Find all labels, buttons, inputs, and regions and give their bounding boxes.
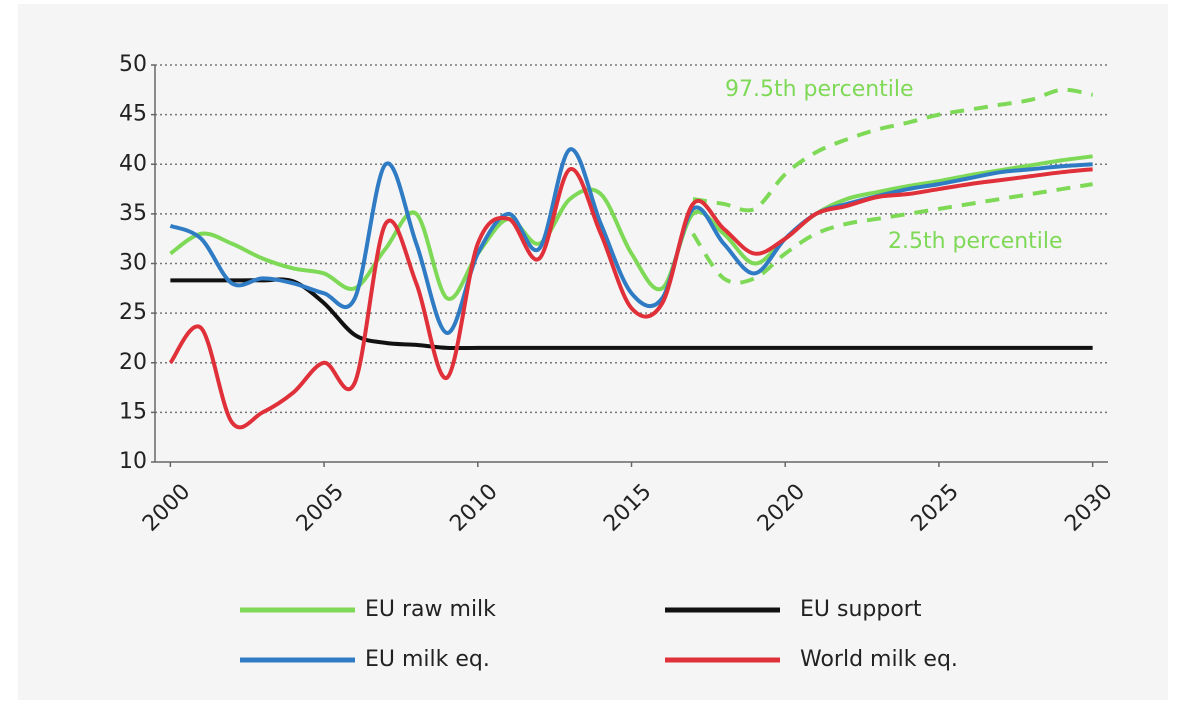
annotation: 2.5th percentile xyxy=(888,229,1063,254)
y-tick-label: 15 xyxy=(119,399,147,424)
y-tick-label: 30 xyxy=(119,251,147,276)
percentile-line xyxy=(692,87,1094,213)
series-line xyxy=(168,167,1093,430)
legend-label: EU support xyxy=(800,597,922,622)
y-tick-label: 50 xyxy=(119,52,147,77)
annotation: 97.5th percentile xyxy=(725,77,914,102)
y-tick-label: 45 xyxy=(119,102,147,127)
legend-label: EU milk eq. xyxy=(365,647,490,672)
panel xyxy=(18,4,1168,700)
y-tick-label: 40 xyxy=(119,151,147,176)
y-tick-label: 10 xyxy=(119,449,147,474)
series-line xyxy=(169,147,1093,335)
percentile-line xyxy=(691,182,1093,285)
y-tick-label: 25 xyxy=(119,300,147,325)
y-tick-label: 35 xyxy=(119,201,147,226)
series-line xyxy=(170,277,1093,351)
series-line xyxy=(169,154,1093,301)
legend-label: EU raw milk xyxy=(365,597,496,622)
legend-label: World milk eq. xyxy=(800,647,958,672)
y-tick-label: 20 xyxy=(119,350,147,375)
